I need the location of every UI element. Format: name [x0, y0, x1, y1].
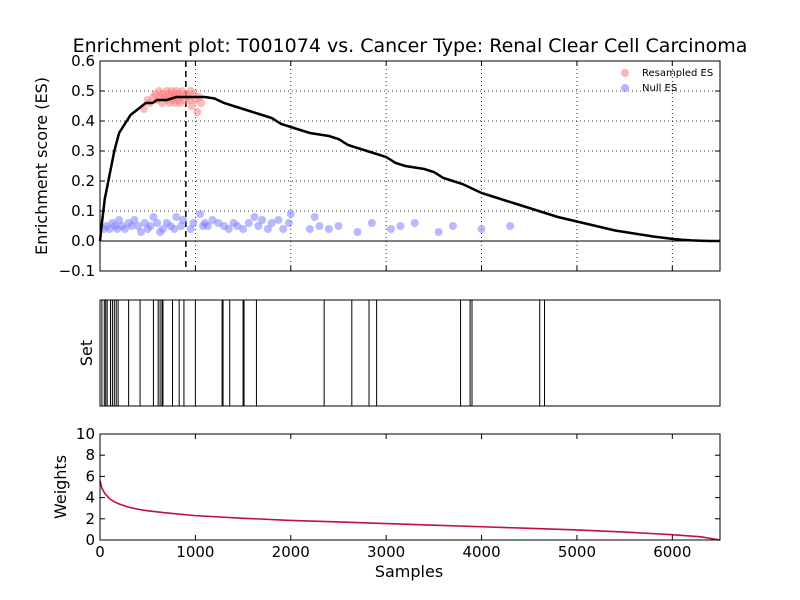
x-tick-label: 3000 [367, 543, 405, 561]
null-es-point [134, 222, 143, 230]
x-tick-label: 2000 [272, 543, 310, 561]
null-es-point [189, 219, 198, 227]
y-tick-label: 10 [76, 425, 95, 443]
null-es-point [239, 225, 248, 233]
x-tick-label: 4000 [462, 543, 500, 561]
weights-y-axis-label: Weights [51, 455, 70, 519]
null-es-point [396, 222, 405, 230]
null-es-point [284, 219, 293, 227]
null-es-point [267, 219, 276, 227]
null-es-point [153, 219, 162, 227]
set-panel: Set [77, 299, 721, 407]
null-es-point [203, 222, 212, 230]
null-es-point [137, 228, 146, 236]
null-es-point [263, 225, 272, 233]
enrichment-y-axis-label: Enrichment score (ES) [32, 77, 51, 255]
y-tick-label: 0.4 [71, 112, 95, 130]
null-es-point [224, 225, 233, 233]
null-es-point [258, 216, 267, 224]
resampled-es-point [197, 99, 206, 107]
null-es-point [353, 228, 362, 236]
null-es-point [130, 216, 139, 224]
resampled-es-point [193, 108, 202, 116]
null-es-point [324, 225, 333, 233]
null-es-point [274, 216, 283, 224]
legend-marker-resampled [621, 69, 629, 77]
null-es-point [186, 225, 195, 233]
weights-axes-frame [99, 433, 721, 541]
null-es-point [149, 213, 158, 221]
null-es-point [158, 225, 167, 233]
null-es-point [434, 228, 443, 236]
enrichment-axes-frame [99, 60, 721, 272]
null-es-point [334, 222, 343, 230]
null-es-point [177, 222, 186, 230]
null-es-point [178, 216, 187, 224]
y-tick-label: 6 [85, 467, 95, 485]
null-es-point [286, 210, 295, 218]
null-es-point [170, 225, 179, 233]
null-es-point [250, 213, 259, 221]
null-es-point [244, 219, 253, 227]
y-tick-label: −0.1 [59, 262, 95, 280]
set-axes-frame [99, 299, 721, 407]
enrichment-panel: −0.1 0.0 0.1 0.2 0.3 0.4 0.5 0.6 Enrichment sco… [32, 52, 721, 280]
null-es-point [120, 225, 129, 233]
y-tick-label: 0.3 [71, 142, 95, 160]
y-tick-label: 2 [85, 510, 95, 528]
null-es-point [172, 213, 181, 221]
x-axis-label: Samples [375, 562, 443, 581]
null-es-point [506, 222, 515, 230]
weights-curve [99, 480, 721, 541]
x-tick-label: 0 [95, 543, 105, 561]
x-tick-label: 5000 [558, 543, 596, 561]
x-tick-label: 1000 [176, 543, 214, 561]
y-tick-label: 0.6 [71, 52, 95, 70]
legend-label-resampled: Resampled ES [642, 68, 713, 79]
y-tick-label: 8 [85, 446, 95, 464]
null-es-point [127, 222, 136, 230]
null-es-point [196, 210, 205, 218]
y-tick-label: 0.5 [71, 82, 95, 100]
null-es-point [310, 213, 319, 221]
enrichment-score-curve [98, 95, 720, 243]
x-tick-label: 6000 [653, 543, 691, 561]
enrichment-y-ticks: −0.1 0.0 0.1 0.2 0.3 0.4 0.5 0.6 [59, 52, 720, 280]
chart-title: Enrichment plot: T001074 vs. Cancer Type… [73, 35, 748, 57]
null-es-point [477, 225, 486, 233]
null-es-point [367, 219, 376, 227]
null-es-point [254, 222, 263, 230]
y-tick-label: 4 [85, 489, 95, 507]
y-tick-label: 0.1 [71, 202, 95, 220]
y-tick-label: 0.2 [71, 172, 95, 190]
null-es-point [448, 222, 457, 230]
null-es-point [410, 219, 419, 227]
y-tick-label: 0.0 [71, 232, 95, 250]
legend: Resampled ES Null ES [621, 68, 713, 94]
set-y-axis-label: Set [77, 340, 96, 366]
set-hit-lines [101, 300, 545, 406]
null-es-point [146, 222, 155, 230]
legend-label-null: Null ES [642, 83, 677, 94]
null-es-point [305, 225, 314, 233]
null-es-point [115, 216, 124, 224]
null-es-point [315, 222, 324, 230]
y-tick-label: 0 [85, 531, 95, 549]
null-es-point [386, 225, 395, 233]
null-es-point [279, 225, 288, 233]
legend-marker-null [621, 84, 629, 92]
resampled-es-point [187, 102, 196, 110]
